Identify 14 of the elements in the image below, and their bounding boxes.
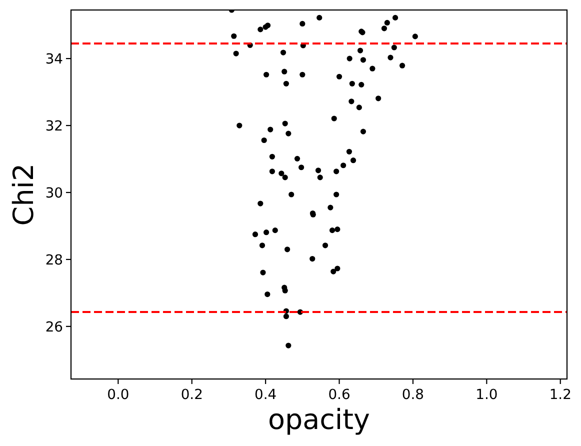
x-tick-label: 0.8 xyxy=(402,387,424,403)
x-axis-title: opacity xyxy=(268,403,370,436)
x-tick-label: 0.0 xyxy=(107,387,130,403)
y-tick-label: 34 xyxy=(45,51,64,68)
x-tick-label: 0.4 xyxy=(254,387,277,403)
x-tick-label: 0.6 xyxy=(328,387,350,403)
x-tick-label: 1.0 xyxy=(476,387,498,403)
x-tick-label: 0.2 xyxy=(180,387,203,403)
y-tick-label: 26 xyxy=(45,319,63,336)
y-axis-title: Chi2 xyxy=(7,163,40,226)
y-tick-label: 30 xyxy=(45,185,63,202)
x-tick-label: 1.2 xyxy=(549,387,572,403)
y-tick-label: 28 xyxy=(45,252,63,268)
y-tick-label: 32 xyxy=(45,118,63,134)
